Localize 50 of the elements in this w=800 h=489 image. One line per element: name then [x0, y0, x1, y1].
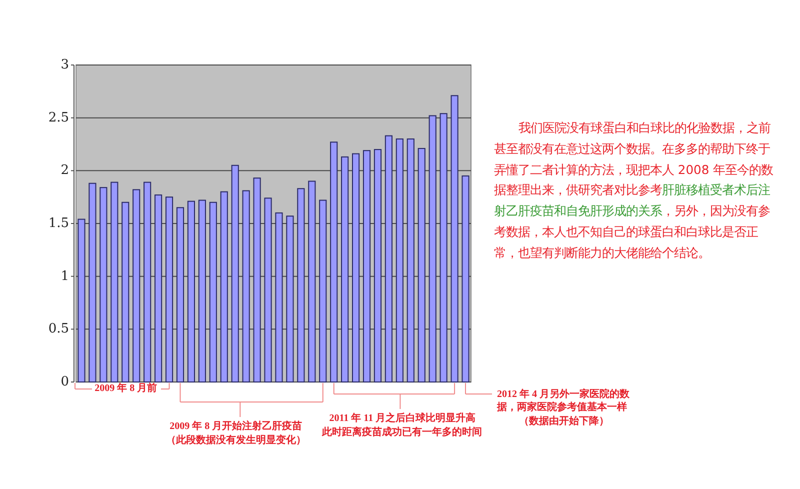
bar: [209, 202, 217, 382]
bar: [297, 188, 305, 382]
bar: [286, 216, 294, 382]
bar: [440, 113, 448, 382]
y-tick-label: 0.5: [48, 322, 69, 337]
text: 此时距离疫苗成功已有一年多的时间: [322, 426, 482, 439]
bar: [198, 200, 206, 382]
bar: [144, 182, 152, 382]
text: （此段数据没有发生明显变化）: [166, 434, 306, 447]
text: （数据由开始下降）: [518, 415, 610, 428]
bar: [462, 175, 470, 382]
y-tick-label: 1: [60, 268, 69, 284]
bar: [418, 148, 426, 382]
bar: [374, 149, 382, 382]
bar: [231, 164, 239, 382]
bar: [308, 180, 316, 382]
bar: [253, 178, 261, 382]
bar: [110, 182, 118, 382]
bar: [122, 202, 130, 382]
bar: [264, 198, 272, 382]
y-tick-label: 1.5: [48, 216, 69, 231]
bar: [242, 190, 250, 382]
bar: [176, 207, 184, 382]
bar: [165, 196, 174, 382]
bar: [406, 138, 414, 382]
text: 2011 年 11 月之后白球比明显升高: [329, 412, 476, 425]
bar: [88, 182, 96, 382]
y-tick-label: 2: [60, 163, 69, 178]
text: 2009 年 8 月前: [94, 382, 158, 395]
text: 2009 年 8 月开始注射乙肝疫苗: [170, 420, 302, 433]
y-tick-label: 3: [60, 58, 69, 72]
y-tick-label: 2.5: [48, 110, 69, 126]
bar: [450, 95, 458, 382]
bar: [275, 212, 283, 382]
bar: [384, 135, 392, 382]
bar: [319, 200, 327, 382]
bar: [78, 218, 86, 382]
bar: [341, 156, 349, 382]
y-tick-label: 0: [60, 374, 69, 390]
bar: [362, 150, 371, 382]
bar: [220, 191, 228, 382]
bar: [187, 200, 195, 382]
bar: [352, 153, 360, 382]
bar: [396, 138, 404, 382]
bar: [100, 187, 108, 382]
bar: [428, 115, 436, 382]
bar: [132, 189, 140, 382]
bar: [154, 194, 162, 382]
text: 2012 年 4 月另外一家医院的数据，两家医院参考值基本一样: [497, 388, 630, 414]
bar: [330, 142, 338, 382]
